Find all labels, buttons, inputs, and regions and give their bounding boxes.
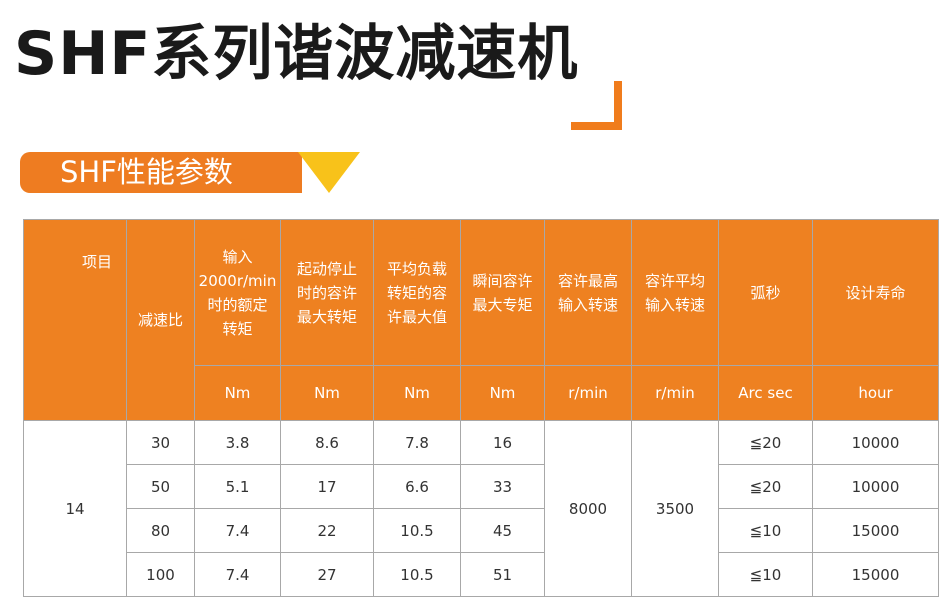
max-input-speed-cell: 8000 xyxy=(544,420,632,597)
table-row: 100 7.4 27 10.5 51 ≦10 15000 xyxy=(24,552,939,597)
design-life-cell: 15000 xyxy=(812,508,939,553)
arcsec-cell: ≦10 xyxy=(718,552,813,597)
corner-bracket-icon xyxy=(571,81,622,130)
header-momentary-torque: 瞬间容许 最大专矩 xyxy=(460,219,545,366)
arcsec-cell: ≦20 xyxy=(718,420,813,465)
avgload-torque-cell: 10.5 xyxy=(373,552,461,597)
header-rated-torque: 输入 2000r/min 时的额定 转矩 xyxy=(194,219,281,366)
startstop-torque-cell: 17 xyxy=(280,464,374,509)
rated-torque-cell: 7.4 xyxy=(194,552,281,597)
unit-cell: Nm xyxy=(373,365,461,421)
avgload-torque-cell: 7.8 xyxy=(373,420,461,465)
ratio-cell: 50 xyxy=(126,464,195,509)
triangle-arrow-icon xyxy=(298,152,360,193)
section-banner: SHF性能参数 xyxy=(20,152,302,193)
ratio-cell: 80 xyxy=(126,508,195,553)
unit-cell: Arc sec xyxy=(718,365,813,421)
table-row: 50 5.1 17 6.6 33 ≦20 10000 xyxy=(24,464,939,509)
header-corner-cell: 项目 型号 xyxy=(23,219,127,461)
avgload-torque-cell: 6.6 xyxy=(373,464,461,509)
momentary-torque-cell: 16 xyxy=(460,420,545,465)
header-avgload-torque: 平均负载 转矩的容 许最大值 xyxy=(373,219,461,366)
header-design-life: 设计寿命 xyxy=(812,219,939,366)
rated-torque-cell: 5.1 xyxy=(194,464,281,509)
unit-cell: Nm xyxy=(280,365,374,421)
rated-torque-cell: 3.8 xyxy=(194,420,281,465)
performance-table: 项目 型号 减速比 输入 2000r/min 时的额定 转矩 起动停止 时的容许… xyxy=(23,219,939,597)
section-title: SHF性能参数 xyxy=(60,155,233,189)
model-cell: 14 xyxy=(23,420,127,597)
design-life-cell: 10000 xyxy=(812,464,939,509)
ratio-cell: 30 xyxy=(126,420,195,465)
startstop-torque-cell: 22 xyxy=(280,508,374,553)
header-startstop-torque: 起动停止 时的容许 最大转矩 xyxy=(280,219,374,366)
table-row: 80 7.4 22 10.5 45 ≦10 15000 xyxy=(24,508,939,553)
momentary-torque-cell: 51 xyxy=(460,552,545,597)
arcsec-cell: ≦10 xyxy=(718,508,813,553)
unit-cell: Nm xyxy=(194,365,281,421)
ratio-cell: 100 xyxy=(126,552,195,597)
unit-cell: r/min xyxy=(544,365,632,421)
design-life-cell: 15000 xyxy=(812,552,939,597)
unit-cell: r/min xyxy=(631,365,719,421)
rated-torque-cell: 7.4 xyxy=(194,508,281,553)
startstop-torque-cell: 8.6 xyxy=(280,420,374,465)
unit-cell: Nm xyxy=(460,365,545,421)
table-row: 14 30 3.8 8.6 7.8 16 8000 3500 ≦20 10000 xyxy=(23,420,939,597)
header-avg-input-speed: 容许平均 输入转速 xyxy=(631,219,719,366)
design-life-cell: 10000 xyxy=(812,420,939,465)
unit-cell: hour xyxy=(812,365,939,421)
header-model-label: 型号 xyxy=(38,443,69,461)
arcsec-cell: ≦20 xyxy=(718,464,813,509)
header-arcsec: 弧秒 xyxy=(718,219,813,366)
avgload-torque-cell: 10.5 xyxy=(373,508,461,553)
header-item-label: 项目 xyxy=(81,253,112,271)
page-title: SHF系列谐波减速机 xyxy=(14,19,579,89)
avg-input-speed-cell: 3500 xyxy=(631,420,719,597)
momentary-torque-cell: 45 xyxy=(460,508,545,553)
header-ratio: 减速比 xyxy=(126,219,195,421)
momentary-torque-cell: 33 xyxy=(460,464,545,509)
startstop-torque-cell: 27 xyxy=(280,552,374,597)
header-max-input-speed: 容许最高 输入转速 xyxy=(544,219,632,366)
